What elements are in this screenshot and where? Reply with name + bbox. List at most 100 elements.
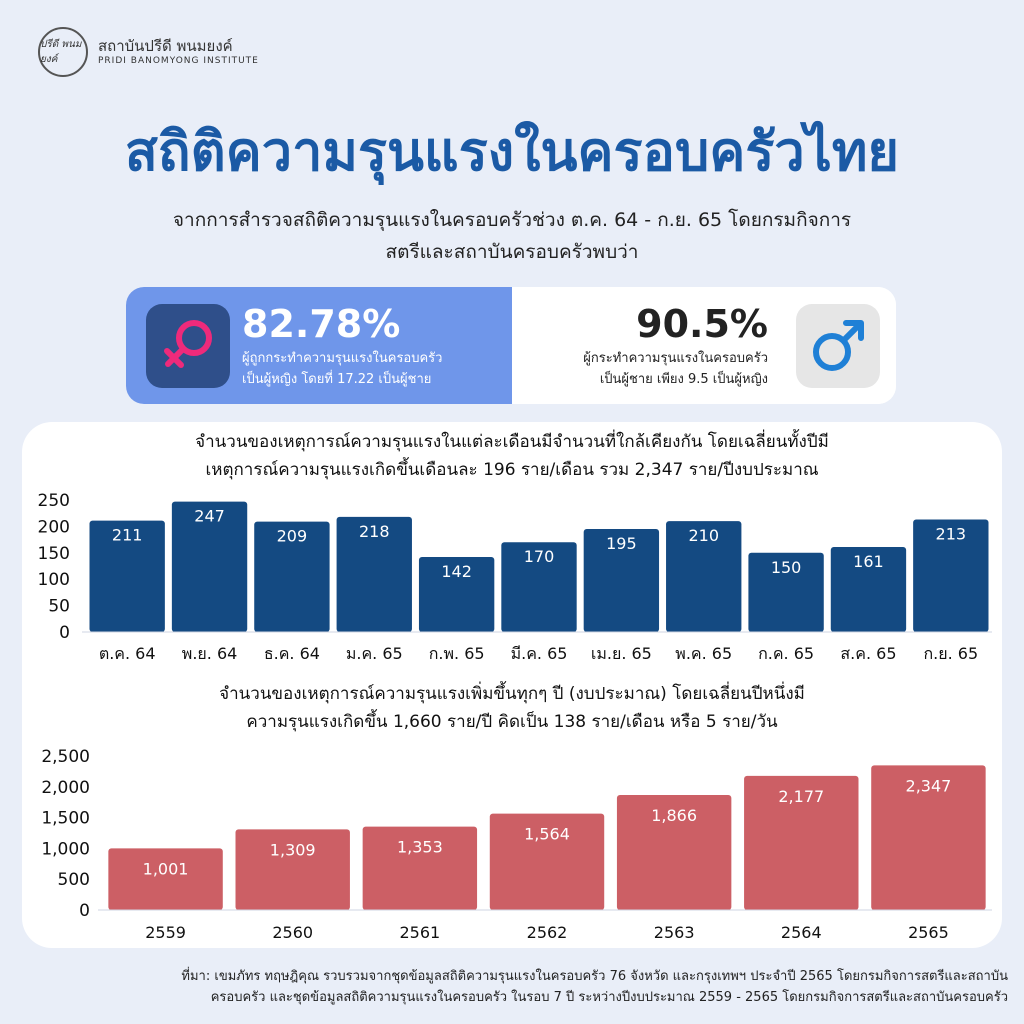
bar-value-label: 213 xyxy=(936,525,967,544)
x-category-label: พ.ย. 64 xyxy=(182,644,238,662)
male-description-line-2: เป็นผู้ชาย เพียง 9.5 เป็นผู้หญิง xyxy=(599,371,768,387)
y-tick-label: 50 xyxy=(48,597,70,617)
bar-value-label: 170 xyxy=(524,547,555,566)
female-description-line-1: ผู้ถูกกระทำความรุนแรงในครอบครัว xyxy=(242,351,443,366)
monthly-chart-title-line-1: จำนวนของเหตุการณ์ความรุนแรงในแต่ละเดือนม… xyxy=(195,432,829,452)
female-description-line-2: เป็นผู้หญิง โดยที่ 17.22 เป็นผู้ชาย xyxy=(242,371,432,387)
x-category-label: ก.ย. 65 xyxy=(923,644,978,662)
x-category-label: 2561 xyxy=(399,923,440,942)
bar xyxy=(744,775,859,910)
bar-value-label: 2,177 xyxy=(778,787,824,806)
y-tick-label: 0 xyxy=(79,901,90,921)
male-description: ผู้กระทำความรุนแรงในครอบครัว เป็นผู้ชาย … xyxy=(583,349,768,391)
bar xyxy=(583,529,660,632)
bar xyxy=(89,520,165,632)
y-tick-label: 0 xyxy=(59,623,70,643)
y-tick-label: 500 xyxy=(58,870,90,890)
bar-value-label: 209 xyxy=(277,527,308,546)
bar xyxy=(235,829,350,910)
y-tick-label: 250 xyxy=(38,492,70,511)
y-tick-label: 100 xyxy=(38,570,70,590)
bar xyxy=(418,557,495,632)
monthly-chart-title: จำนวนของเหตุการณ์ความรุนแรงในแต่ละเดือนม… xyxy=(22,428,1002,484)
bar-value-label: 2,347 xyxy=(906,776,952,795)
bar xyxy=(666,521,742,632)
bar xyxy=(171,501,248,632)
x-category-label: มี.ค. 65 xyxy=(511,644,568,662)
y-tick-label: 1,500 xyxy=(41,809,90,829)
y-tick-label: 150 xyxy=(38,544,70,564)
y-tick-label: 2,000 xyxy=(41,778,90,798)
y-tick-label: 200 xyxy=(38,517,70,537)
bar-value-label: 1,001 xyxy=(143,859,189,878)
bar-value-label: 247 xyxy=(194,507,225,526)
footnote-line-1: ที่มา: เขมภัทร ทฤษฎิคุณ รวบรวมจากชุดข้อม… xyxy=(181,969,1008,984)
bar-value-label: 195 xyxy=(606,534,637,553)
x-category-label: ม.ค. 65 xyxy=(346,644,403,662)
bar-value-label: 161 xyxy=(853,552,884,571)
bar-value-label: 211 xyxy=(112,526,143,545)
bar xyxy=(489,813,605,910)
subtitle-line-2: สตรีและสถาบันครอบครัวพบว่า xyxy=(385,241,639,264)
bar xyxy=(748,552,824,632)
bar xyxy=(362,826,478,910)
x-category-label: พ.ค. 65 xyxy=(675,644,732,662)
x-category-label: เม.ย. 65 xyxy=(591,644,652,662)
bar-value-label: 210 xyxy=(688,526,719,545)
logo-text: ปรีดี พนมยงค์ xyxy=(40,39,82,65)
bar-value-label: 142 xyxy=(441,562,472,581)
monthly-incidents-chart: 0 50 100 150 200 250 211 ต.ค. 64 247 พ.ย. 64 209 ธ.… xyxy=(38,492,992,662)
bar-value-label: 150 xyxy=(771,558,802,577)
bar xyxy=(501,542,577,632)
institute-logo: ปรีดี พนมยงค์ xyxy=(38,27,88,77)
female-description: ผู้ถูกกระทำความรุนแรงในครอบครัว เป็นผู้ห… xyxy=(242,349,442,391)
page-title: สถิติความรุนแรงในครอบครัวไทย xyxy=(124,120,900,183)
female-percent: 82.78% xyxy=(242,302,401,346)
y-tick-label: 2,500 xyxy=(41,747,90,767)
footnote-line-2: ครอบครัว และชุดข้อมูลสถิติความรุนแรงในคร… xyxy=(210,990,1008,1006)
charts-panel: จำนวนของเหตุการณ์ความรุนแรงในแต่ละเดือนม… xyxy=(22,422,1002,948)
bar xyxy=(871,765,986,910)
x-category-label: ส.ค. 65 xyxy=(840,644,896,662)
yearly-chart-title-line-1: จำนวนของเหตุการณ์ความรุนแรงเพิ่มขึ้นทุกๆ… xyxy=(219,684,805,704)
monthly-chart-title-line-2: เหตุการณ์ความรุนแรงเกิดขึ้นเดือนละ 196 ร… xyxy=(205,460,819,481)
male-stat-card: 90.5% ผู้กระทำความรุนแรงในครอบครัว เป็นผ… xyxy=(512,287,896,404)
bar-value-label: 1,309 xyxy=(270,840,316,859)
subtitle-line-1: จากการสำรวจสถิติความรุนแรงในครอบครัวช่วง… xyxy=(172,209,852,231)
source-footnote: ที่มา: เขมภัทร ทฤษฎิคุณ รวบรวมจากชุดข้อม… xyxy=(181,966,1008,1009)
x-category-label: ต.ค. 64 xyxy=(99,644,156,662)
bar xyxy=(254,521,330,632)
male-symbol-icon xyxy=(796,304,880,388)
org-name-thai: สถาบันปรีดี พนมยงค์ xyxy=(98,37,233,55)
bar-value-label: 1,353 xyxy=(397,838,443,857)
x-category-label: 2562 xyxy=(527,923,568,942)
bar xyxy=(108,848,223,910)
x-category-label: 2559 xyxy=(145,923,186,942)
bar-value-label: 1,866 xyxy=(651,806,697,825)
x-category-label: ก.ค. 65 xyxy=(758,644,814,662)
org-name-english: PRIDI BANOMYONG INSTITUTE xyxy=(98,55,259,66)
x-category-label: 2560 xyxy=(272,923,313,942)
x-category-label: 2565 xyxy=(908,923,949,942)
male-percent: 90.5% xyxy=(636,302,768,346)
x-category-label: ธ.ค. 64 xyxy=(264,644,320,662)
yearly-chart-title-line-2: ความรุนแรงเกิดขึ้น 1,660 ราย/ปี คิดเป็น … xyxy=(246,712,778,733)
y-tick-label: 1,000 xyxy=(41,839,90,859)
yearly-incidents-chart: 0 500 1,000 1,500 2,000 2,500 1,001 2559 1,309 25… xyxy=(41,747,992,942)
header: ปรีดี พนมยงค์ สถาบันปรีดี พนมยงค์ PRIDI … xyxy=(38,26,259,78)
x-category-label: ก.พ. 65 xyxy=(429,644,485,662)
stats-banner: 82.78% ผู้ถูกกระทำความรุนแรงในครอบครัว เ… xyxy=(126,287,896,404)
bar xyxy=(616,795,732,910)
x-category-label: 2564 xyxy=(781,923,822,942)
female-symbol-icon xyxy=(146,304,230,388)
male-description-line-1: ผู้กระทำความรุนแรงในครอบครัว xyxy=(583,351,768,366)
bar xyxy=(913,519,989,632)
female-stat-card: 82.78% ผู้ถูกกระทำความรุนแรงในครอบครัว เ… xyxy=(126,287,512,404)
x-category-label: 2563 xyxy=(654,923,695,942)
bar-value-label: 218 xyxy=(359,522,390,541)
bar-value-label: 1,564 xyxy=(524,825,570,844)
bar xyxy=(336,516,412,632)
yearly-chart-title: จำนวนของเหตุการณ์ความรุนแรงเพิ่มขึ้นทุกๆ… xyxy=(22,680,1002,736)
organization-name: สถาบันปรีดี พนมยงค์ PRIDI BANOMYONG INST… xyxy=(98,37,259,67)
page-subtitle: จากการสำรวจสถิติความรุนแรงในครอบครัวช่วง… xyxy=(60,204,964,269)
